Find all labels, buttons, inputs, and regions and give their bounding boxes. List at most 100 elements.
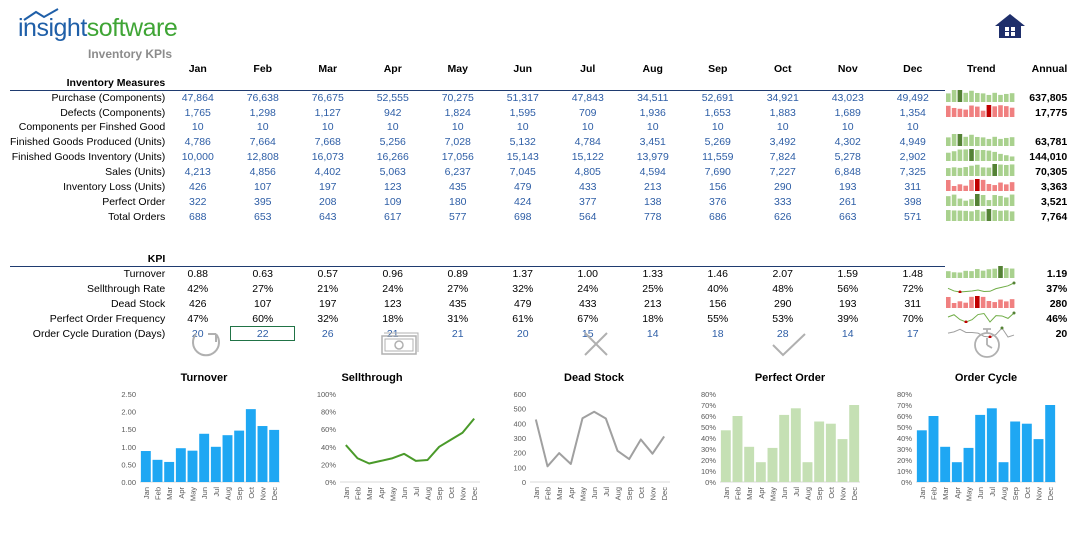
value-cell[interactable]: 53%: [772, 312, 794, 325]
value-cell[interactable]: 311: [904, 297, 922, 310]
value-cell[interactable]: 686: [708, 210, 727, 223]
value-cell[interactable]: 433: [578, 180, 597, 193]
value-cell[interactable]: 193: [838, 297, 857, 310]
value-cell[interactable]: 51,317: [506, 91, 539, 104]
value-cell[interactable]: 156: [708, 297, 727, 310]
value-cell[interactable]: 7,664: [249, 135, 276, 148]
value-cell[interactable]: 4,594: [639, 165, 666, 178]
value-cell[interactable]: 10: [256, 121, 269, 133]
value-cell[interactable]: 76,638: [246, 91, 279, 104]
value-cell[interactable]: 290: [773, 297, 792, 310]
value-cell[interactable]: 10: [451, 121, 464, 133]
brand-logo[interactable]: insightsoftware: [18, 14, 178, 43]
value-cell[interactable]: 7,690: [704, 165, 731, 178]
value-cell[interactable]: 10: [386, 121, 399, 133]
value-cell[interactable]: 653: [253, 210, 272, 223]
value-cell[interactable]: 47%: [187, 312, 209, 325]
value-cell[interactable]: 4,402: [314, 165, 341, 178]
value-cell[interactable]: 70%: [902, 312, 924, 325]
value-cell[interactable]: 60%: [252, 312, 274, 325]
value-cell[interactable]: 47,864: [181, 91, 214, 104]
value-cell[interactable]: 426: [188, 297, 207, 310]
value-cell[interactable]: 7,325: [899, 165, 926, 178]
value-cell[interactable]: 20: [191, 327, 204, 340]
value-cell[interactable]: 40%: [707, 282, 729, 295]
value-cell[interactable]: 0.88: [187, 267, 208, 280]
value-cell[interactable]: 27%: [252, 282, 274, 295]
value-cell[interactable]: 0.63: [252, 267, 273, 280]
value-cell[interactable]: 26: [321, 327, 334, 340]
value-cell[interactable]: 193: [838, 180, 857, 193]
value-cell[interactable]: 14: [841, 327, 854, 340]
value-cell[interactable]: 3,451: [639, 135, 666, 148]
value-cell[interactable]: 109: [383, 195, 402, 208]
value-cell[interactable]: 76,675: [311, 91, 344, 104]
value-cell[interactable]: 34,511: [637, 91, 669, 104]
value-cell[interactable]: 4,856: [249, 165, 276, 178]
value-cell[interactable]: 4,784: [574, 135, 601, 148]
value-cell[interactable]: 12,808: [246, 150, 279, 163]
value-cell[interactable]: 1,824: [444, 106, 471, 119]
value-cell[interactable]: 426: [188, 180, 207, 193]
value-cell[interactable]: 698: [513, 210, 532, 223]
value-cell[interactable]: 5,132: [509, 135, 536, 148]
home-icon[interactable]: [993, 12, 1027, 40]
value-cell[interactable]: 180: [448, 195, 467, 208]
value-cell[interactable]: 10,000: [181, 150, 214, 163]
value-cell[interactable]: 688: [188, 210, 207, 223]
value-cell[interactable]: 21%: [317, 282, 339, 295]
value-cell[interactable]: 11,559: [702, 150, 734, 163]
value-cell[interactable]: 67%: [577, 312, 599, 325]
value-cell[interactable]: 27%: [447, 282, 469, 295]
value-cell[interactable]: 72%: [902, 282, 924, 295]
value-cell[interactable]: 1,298: [249, 106, 276, 119]
value-cell[interactable]: 6,237: [444, 165, 471, 178]
value-cell[interactable]: 290: [773, 180, 792, 193]
value-cell[interactable]: 4,213: [184, 165, 211, 178]
value-cell[interactable]: 1.48: [902, 267, 923, 280]
value-cell[interactable]: 24%: [577, 282, 599, 295]
value-cell[interactable]: 333: [773, 195, 792, 208]
value-cell[interactable]: 24%: [382, 282, 404, 295]
value-cell[interactable]: 2,902: [899, 150, 926, 163]
value-cell[interactable]: 16,073: [311, 150, 344, 163]
value-cell[interactable]: 6,848: [834, 165, 861, 178]
value-cell[interactable]: 433: [578, 297, 597, 310]
value-cell[interactable]: 18%: [382, 312, 404, 325]
value-cell[interactable]: 47,843: [571, 91, 604, 104]
value-cell[interactable]: 52,555: [376, 91, 409, 104]
value-cell[interactable]: 138: [643, 195, 662, 208]
value-cell[interactable]: 1,595: [509, 106, 536, 119]
value-cell[interactable]: 10: [906, 121, 919, 133]
value-cell[interactable]: 571: [903, 210, 922, 223]
value-cell[interactable]: 156: [708, 180, 727, 193]
value-cell[interactable]: 4,805: [574, 165, 601, 178]
value-cell[interactable]: 322: [188, 195, 207, 208]
value-cell[interactable]: 31%: [447, 312, 469, 325]
value-cell[interactable]: 0.57: [317, 267, 338, 280]
value-cell[interactable]: 15,143: [506, 150, 539, 163]
value-cell[interactable]: 20: [516, 327, 529, 340]
value-cell[interactable]: 61%: [512, 312, 534, 325]
value-cell[interactable]: 663: [838, 210, 857, 223]
value-cell[interactable]: 197: [318, 297, 337, 310]
value-cell[interactable]: 376: [708, 195, 727, 208]
value-cell[interactable]: 4,302: [834, 135, 861, 148]
value-cell[interactable]: 55%: [707, 312, 729, 325]
value-cell[interactable]: 311: [904, 180, 922, 193]
value-cell[interactable]: 16,266: [376, 150, 409, 163]
value-cell[interactable]: 17: [906, 327, 919, 340]
value-cell[interactable]: 10: [516, 121, 529, 133]
value-cell[interactable]: 10: [321, 121, 334, 133]
value-cell[interactable]: 15: [581, 327, 594, 340]
value-cell[interactable]: 32%: [317, 312, 339, 325]
value-cell[interactable]: 1,127: [314, 106, 341, 119]
value-cell[interactable]: 22: [230, 326, 296, 341]
value-cell[interactable]: 208: [318, 195, 337, 208]
value-cell[interactable]: 7,028: [444, 135, 471, 148]
value-cell[interactable]: 377: [578, 195, 597, 208]
value-cell[interactable]: 5,256: [379, 135, 406, 148]
value-cell[interactable]: 18: [711, 327, 724, 340]
value-cell[interactable]: 398: [903, 195, 922, 208]
value-cell[interactable]: 49,492: [896, 91, 929, 104]
